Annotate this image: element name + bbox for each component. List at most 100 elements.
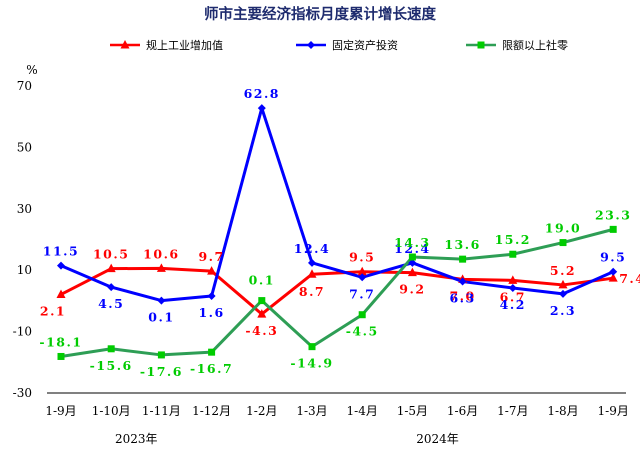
x-tick-label: 1-9月 xyxy=(598,404,629,418)
x-tick-label: 1-10月 xyxy=(92,404,131,418)
data-point xyxy=(358,311,366,319)
legend-marker xyxy=(307,41,315,49)
x-tick-label: 1-8月 xyxy=(547,404,578,418)
data-label: 23.3 xyxy=(595,207,631,222)
data-point xyxy=(207,266,217,275)
data-label: -18.1 xyxy=(39,334,82,349)
data-label: 4.2 xyxy=(500,297,526,312)
data-point xyxy=(56,289,66,298)
legend-label: 固定资产投资 xyxy=(332,38,398,52)
x-axis-ticks: 1-9月 1-10月 1-11月 1-12月 1-2月 1-3月 1-4月 1-5月 1-6月 1… xyxy=(45,404,629,418)
chart-title: 师市主要经济指标月度累计增长速度 xyxy=(204,5,436,23)
data-label: 10.6 xyxy=(143,246,179,261)
data-point xyxy=(157,296,166,305)
data-label: 7.4 xyxy=(619,271,640,286)
y-tick-label: -30 xyxy=(13,386,32,400)
data-label: 4.5 xyxy=(98,296,124,311)
data-point xyxy=(459,255,467,263)
data-label: 9.5 xyxy=(349,250,375,265)
data-label: 2.3 xyxy=(550,303,576,318)
data-label: 11.5 xyxy=(43,244,79,259)
data-point xyxy=(508,284,517,293)
data-label: 6.3 xyxy=(449,291,475,306)
data-point xyxy=(258,297,266,305)
x-tick-label: 1-4月 xyxy=(347,404,378,418)
data-label: -15.6 xyxy=(90,358,133,373)
data-label: 62.8 xyxy=(244,86,280,101)
legend-marker xyxy=(477,41,485,49)
data-label: -16.7 xyxy=(190,361,233,376)
data-point xyxy=(559,289,567,298)
data-label: 6.7 xyxy=(500,289,526,304)
data-point xyxy=(308,343,316,351)
data-point xyxy=(608,273,618,282)
legend-marker xyxy=(120,40,130,49)
x-tick-label: 1-3月 xyxy=(296,404,327,418)
data-point xyxy=(609,267,618,276)
legend: 规上工业增加值 固定资产投资 限额以上社零 xyxy=(110,38,568,52)
x-tick-label: 1-2月 xyxy=(246,404,277,418)
data-point xyxy=(156,263,166,272)
y-tick-label: -10 xyxy=(13,325,32,339)
legend-label: 限额以上社零 xyxy=(502,38,568,52)
x-tick-label: 1-7月 xyxy=(497,404,528,418)
series-line xyxy=(60,227,614,358)
data-labels: 2.1 10.5 10.6 9.7 -4.3 8.7 9.5 9.2 7.0 6.7 5.2 7.4 1… xyxy=(39,86,640,379)
data-label: 10.5 xyxy=(93,247,129,262)
data-point xyxy=(508,275,518,284)
data-point xyxy=(407,267,417,277)
data-label: 13.6 xyxy=(444,237,480,252)
data-point xyxy=(308,258,316,267)
data-point xyxy=(358,273,367,282)
data-label: 5.2 xyxy=(550,263,576,278)
x-tick-label: 1-5月 xyxy=(397,404,428,418)
data-point xyxy=(458,277,467,286)
x-tick-label: 1-12月 xyxy=(192,404,231,418)
data-point xyxy=(57,352,65,360)
data-label: -4.5 xyxy=(346,324,379,339)
data-label: 14.3 xyxy=(394,235,430,250)
data-label: 12.4 xyxy=(394,241,430,256)
data-point xyxy=(357,266,367,276)
data-point xyxy=(107,283,116,292)
x-tick-label: 1-6月 xyxy=(447,404,478,418)
y-axis-ticks: -30 -10 10 30 50 70 xyxy=(13,79,32,400)
data-label: 15.2 xyxy=(495,232,531,247)
data-label: 0.1 xyxy=(249,273,275,288)
data-point xyxy=(408,253,416,261)
series-lines xyxy=(60,106,614,358)
y-tick-label: 50 xyxy=(17,140,32,154)
data-label: 9.2 xyxy=(399,282,425,297)
data-point xyxy=(208,348,216,356)
year-label: 2024年 xyxy=(416,432,459,446)
x-tick-label: 1-9月 xyxy=(45,404,76,418)
data-point xyxy=(106,263,116,273)
data-point xyxy=(207,291,216,300)
data-point xyxy=(257,104,266,113)
data-label: 0.1 xyxy=(148,310,174,325)
data-label: 2.1 xyxy=(40,303,66,318)
data-label: 1.6 xyxy=(198,305,224,320)
data-point xyxy=(559,239,567,247)
data-point xyxy=(257,309,267,318)
y-axis-unit: % xyxy=(26,63,37,77)
data-label: 19.0 xyxy=(545,221,581,236)
data-point xyxy=(307,269,317,278)
year-labels: 2023年 2024年 xyxy=(115,432,459,446)
data-label: -4.3 xyxy=(245,323,278,338)
series-markers xyxy=(56,104,618,360)
y-tick-label: 30 xyxy=(17,202,32,216)
data-label: -17.6 xyxy=(140,364,183,379)
x-tick-label: 1-11月 xyxy=(142,404,181,418)
data-point xyxy=(107,345,115,353)
year-label: 2023年 xyxy=(115,432,158,446)
data-point xyxy=(157,351,165,359)
data-label: 7.7 xyxy=(349,286,375,301)
data-label: -14.9 xyxy=(290,356,333,371)
data-label: 7.0 xyxy=(449,288,475,303)
data-label: 9.7 xyxy=(198,249,224,264)
series-line xyxy=(60,266,614,316)
series-line xyxy=(60,106,614,303)
